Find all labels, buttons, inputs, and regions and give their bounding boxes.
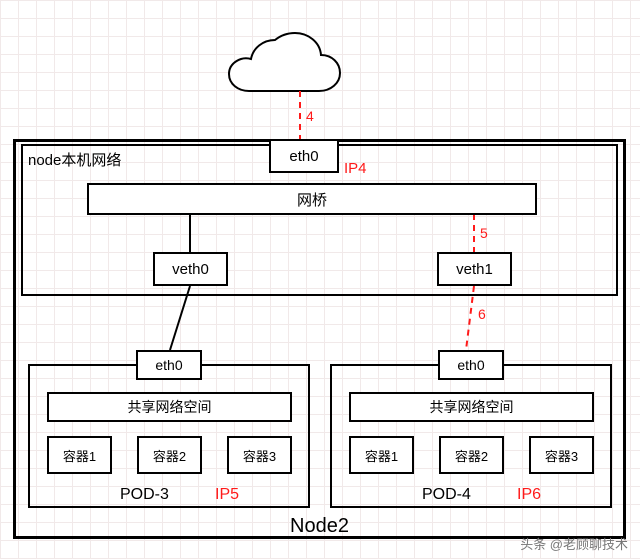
pod3-ns: 共享网络空间 bbox=[47, 392, 292, 422]
pod4-eth0-label: eth0 bbox=[457, 357, 484, 373]
pod4-c3: 容器3 bbox=[529, 436, 594, 474]
pod4-c3-label: 容器3 bbox=[545, 446, 578, 465]
pod3-eth0: eth0 bbox=[136, 350, 202, 380]
pod3-ip: IP5 bbox=[215, 486, 239, 504]
pod4-c1-label: 容器1 bbox=[365, 446, 398, 465]
pod3-ns-label: 共享网络空间 bbox=[128, 397, 212, 417]
veth0-label: veth0 bbox=[172, 261, 209, 278]
host-eth0: eth0 bbox=[269, 139, 339, 173]
pod4-ip: IP6 bbox=[517, 486, 541, 504]
pod3-eth0-label: eth0 bbox=[155, 357, 182, 373]
pod4-ns: 共享网络空间 bbox=[349, 392, 594, 422]
pod3-c2-label: 容器2 bbox=[153, 446, 186, 465]
bridge: 网桥 bbox=[87, 183, 537, 215]
pod4-c2-label: 容器2 bbox=[455, 446, 488, 465]
watermark: 头条 @老顾聊技术 bbox=[520, 534, 628, 553]
host-net-title: node本机网络 bbox=[28, 149, 121, 170]
node-title: Node2 bbox=[290, 515, 349, 538]
pod3-c3-label: 容器3 bbox=[243, 446, 276, 465]
pod3-c1-label: 容器1 bbox=[63, 446, 96, 465]
veth1: veth1 bbox=[437, 252, 512, 286]
host-eth0-ip: IP4 bbox=[344, 160, 367, 177]
pod4-ns-label: 共享网络空间 bbox=[430, 397, 514, 417]
pod4-eth0: eth0 bbox=[438, 350, 504, 380]
pod3-c1: 容器1 bbox=[47, 436, 112, 474]
cloud-icon bbox=[229, 33, 340, 91]
pod4-c2: 容器2 bbox=[439, 436, 504, 474]
veth0: veth0 bbox=[153, 252, 228, 286]
pod3-title: POD-3 bbox=[120, 486, 169, 504]
pod4-title: POD-4 bbox=[422, 486, 471, 504]
pod3-c3: 容器3 bbox=[227, 436, 292, 474]
pod3-c2: 容器2 bbox=[137, 436, 202, 474]
bridge-label: 网桥 bbox=[297, 189, 327, 210]
veth1-label: veth1 bbox=[456, 261, 493, 278]
edge-label-4: 4 bbox=[306, 108, 314, 124]
pod4-c1: 容器1 bbox=[349, 436, 414, 474]
host-eth0-label: eth0 bbox=[289, 148, 318, 165]
